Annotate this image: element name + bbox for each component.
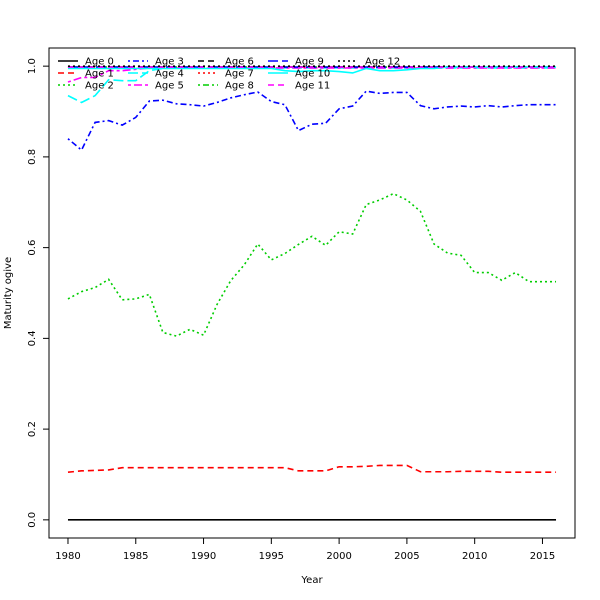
legend-label-age-5: Age 5 (155, 81, 184, 92)
x-tick-label: 2015 (530, 551, 555, 562)
legend-label-age-8: Age 8 (225, 81, 254, 92)
y-axis-title: Maturity ogive (3, 257, 14, 329)
y-tick-label: 0.4 (27, 330, 38, 346)
legend-label-age-4: Age 4 (155, 69, 184, 80)
y-tick-label: 0.2 (27, 421, 38, 437)
x-tick-label: 1995 (259, 551, 284, 562)
legend-label-age-9: Age 9 (295, 57, 324, 68)
series-line-age-3 (67, 90, 557, 152)
series-line-age-5 (67, 67, 557, 83)
x-tick-label: 1985 (123, 551, 148, 562)
x-tick-label: 2005 (394, 551, 419, 562)
legend-label-age-3: Age 3 (155, 57, 184, 68)
axes: 1980 1985 1990 1995 2000 2005 2010 2015 0.0 0.2 0.… (27, 58, 555, 562)
y-tick-label: 0.0 (27, 512, 38, 528)
x-tick-label: 2010 (462, 551, 487, 562)
legend-label-age-10: Age 10 (295, 69, 330, 80)
legend-label-age-12: Age 12 (365, 57, 400, 68)
legend-label-age-7: Age 7 (225, 69, 254, 80)
x-tick-label: 1990 (191, 551, 216, 562)
legend-label-age-11: Age 11 (295, 81, 330, 92)
series-line-age-10 (67, 66, 557, 74)
series-line-age-1 (67, 464, 557, 474)
legend-label-age-2: Age 2 (85, 81, 114, 92)
y-tick-label: 0.6 (27, 240, 38, 256)
y-tick-label: 1.0 (27, 58, 38, 74)
legend-label-age-6: Age 6 (225, 57, 254, 68)
series-lines (67, 65, 557, 521)
legend-label-age-0: Age 0 (85, 57, 114, 68)
x-tick-label: 1980 (55, 551, 80, 562)
y-tick-label: 0.8 (27, 149, 38, 165)
plot-frame (48, 47, 576, 539)
legend-label-age-1: Age 1 (85, 69, 114, 80)
x-tick-label: 2000 (326, 551, 351, 562)
x-axis-title: Year (300, 575, 323, 586)
series-line-age-2 (67, 192, 557, 337)
